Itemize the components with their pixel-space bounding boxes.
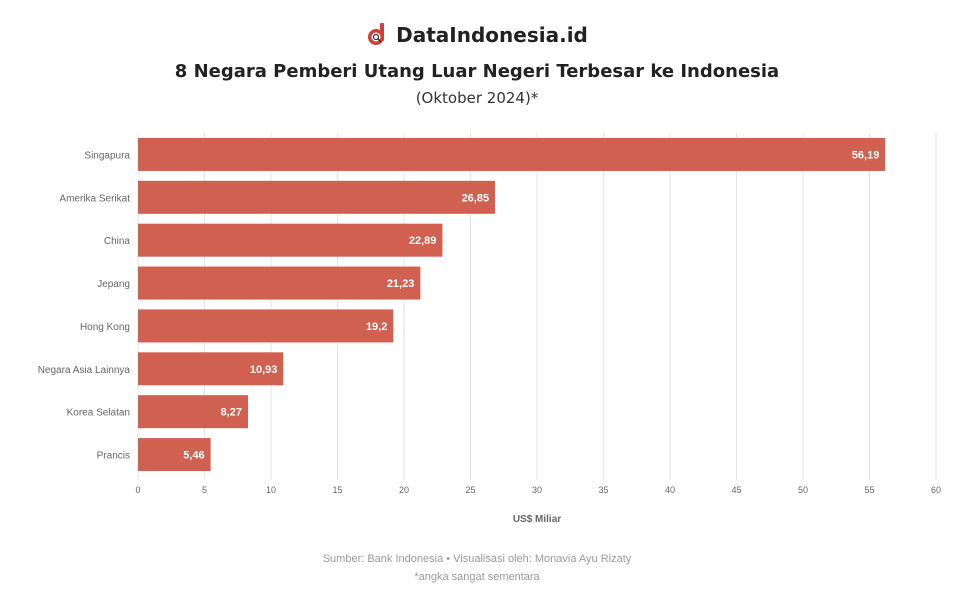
category-label: Prancis [97,451,130,462]
bar [138,438,211,472]
bar [138,309,394,343]
x-tick-label: 55 [864,485,874,495]
value-label: 56,19 [852,149,880,161]
value-label: 19,2 [366,321,387,333]
bar [138,266,421,300]
x-tick-label: 40 [665,485,675,495]
bar [138,223,443,257]
brand-name: DataIndonesia.id [396,23,588,47]
x-tick-label: 60 [931,485,941,495]
source-note: Sumber: Bank Indonesia • Visualisasi ole… [322,553,632,565]
value-label: 8,27 [221,407,242,419]
x-tick-label: 5 [202,485,207,495]
value-label: 10,93 [250,364,278,376]
category-label: Korea Selatan [67,408,130,419]
value-label: 21,23 [387,278,415,290]
chart-subtitle: (Oktober 2024)* [415,89,539,107]
brand-header: DataIndonesia.id [0,20,954,50]
x-axis-title: US$ Miliar [513,514,561,525]
x-tick-label: 35 [598,485,608,495]
category-label: Jepang [97,279,130,290]
x-tick-label: 45 [731,485,741,495]
value-label: 5,46 [183,450,204,462]
bar [138,137,886,171]
x-tick-label: 25 [465,485,475,495]
x-tick-label: 0 [135,485,140,495]
bar [138,395,248,429]
chart-title: 8 Negara Pemberi Utang Luar Negeri Terbe… [174,61,780,82]
category-label: Amerika Serikat [59,193,130,204]
category-label: Hong Kong [80,322,130,333]
category-label: China [104,236,131,247]
dataindonesia-logo-icon [368,23,385,45]
category-label: Negara Asia Lainnya [38,365,131,376]
value-label: 26,85 [462,192,490,204]
value-label: 22,89 [409,235,437,247]
x-tick-label: 10 [266,485,276,495]
bar [138,352,284,386]
x-tick-label: 15 [332,485,342,495]
x-tick-label: 50 [798,485,808,495]
x-tick-label: 30 [532,485,542,495]
footnote: *angka sangat sementara [414,571,540,583]
x-tick-label: 20 [399,485,409,495]
bar [138,180,496,214]
category-label: Singapura [84,150,130,161]
